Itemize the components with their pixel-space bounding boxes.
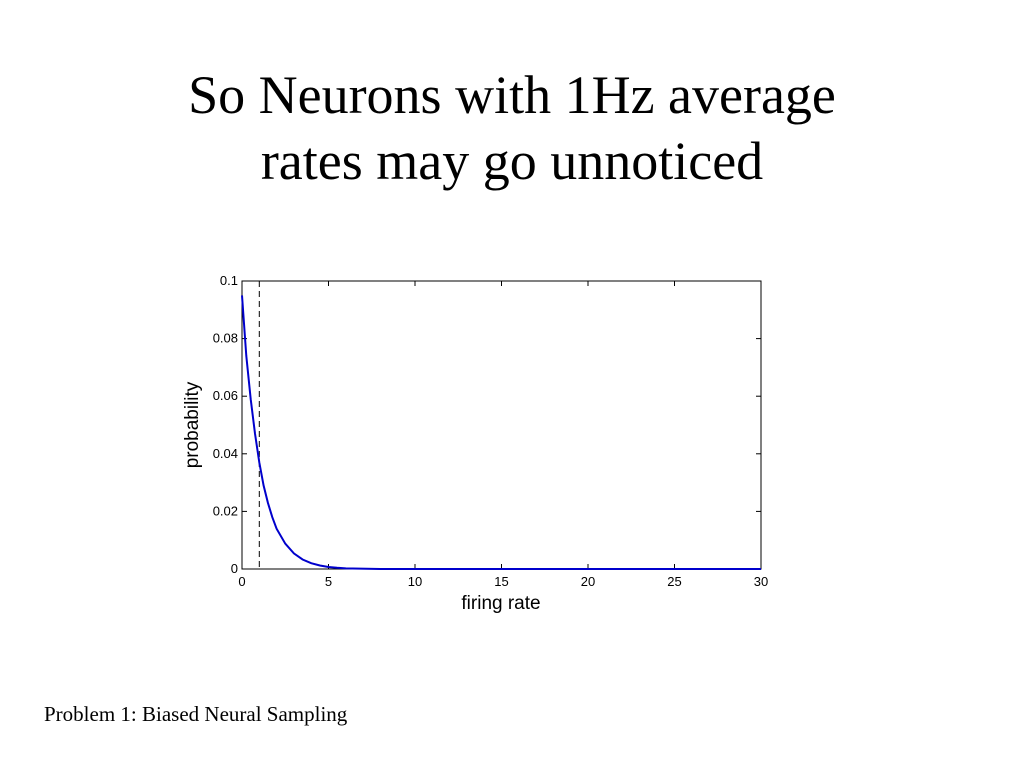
- x-tick-label: 30: [754, 574, 768, 589]
- x-tick-label: 5: [325, 574, 332, 589]
- tick-marks: [241, 280, 762, 570]
- x-tick-label: 10: [408, 574, 422, 589]
- footer-text: Problem 1: Biased Neural Sampling: [44, 702, 348, 726]
- y-tick-label: 0.1: [220, 273, 238, 288]
- slide-title-line-1: So Neurons with 1Hz average: [188, 65, 836, 125]
- y-tick-label: 0.02: [213, 503, 238, 518]
- tick-labels: 0 5 10 15 20 25 30 0 0.02 0.04 0.06 0.08 0.1: [213, 273, 769, 589]
- x-axis-label: firing rate: [461, 593, 540, 614]
- slide-title: So Neurons with 1Hz average rates may go…: [0, 62, 1024, 194]
- x-tick-label: 20: [581, 574, 595, 589]
- series-line: [241, 295, 761, 570]
- y-tick-label: 0.06: [213, 388, 238, 403]
- slide-title-line-2: rates may go unnoticed: [260, 131, 764, 191]
- x-tick-label: 0: [238, 574, 245, 589]
- y-tick-label: 0: [231, 561, 238, 576]
- y-tick-label: 0.04: [213, 446, 238, 461]
- y-axis-label: probability: [182, 381, 203, 468]
- x-tick-label: 25: [667, 574, 681, 589]
- plot-area-frame: [241, 280, 762, 570]
- y-tick-label: 0.08: [213, 331, 238, 346]
- x-tick-label: 15: [494, 574, 508, 589]
